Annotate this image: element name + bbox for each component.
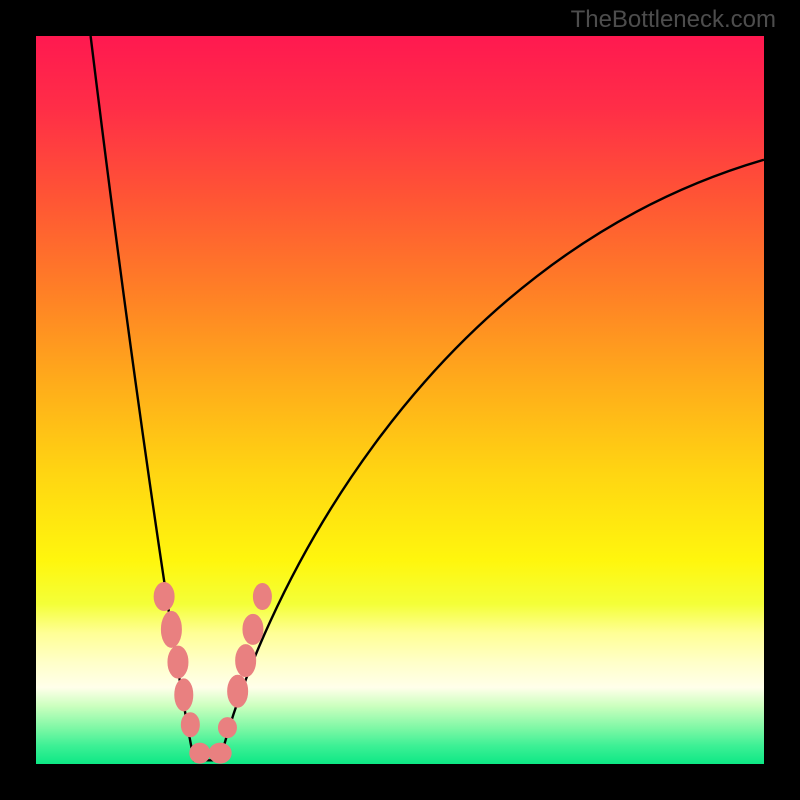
data-marker xyxy=(190,743,210,763)
data-marker xyxy=(253,584,271,610)
data-marker xyxy=(175,679,193,711)
chart-svg xyxy=(36,36,764,764)
data-marker xyxy=(218,718,236,738)
chart-root: TheBottleneck.com xyxy=(0,0,800,800)
data-marker xyxy=(168,646,188,678)
data-marker xyxy=(161,611,181,647)
data-marker xyxy=(243,614,263,644)
data-marker xyxy=(228,675,248,707)
gradient-background xyxy=(36,36,764,764)
watermark-text: TheBottleneck.com xyxy=(571,6,776,34)
data-marker xyxy=(181,713,199,737)
data-marker xyxy=(154,583,174,611)
data-marker xyxy=(209,743,231,763)
plot-area xyxy=(36,36,764,764)
data-marker xyxy=(236,645,256,677)
